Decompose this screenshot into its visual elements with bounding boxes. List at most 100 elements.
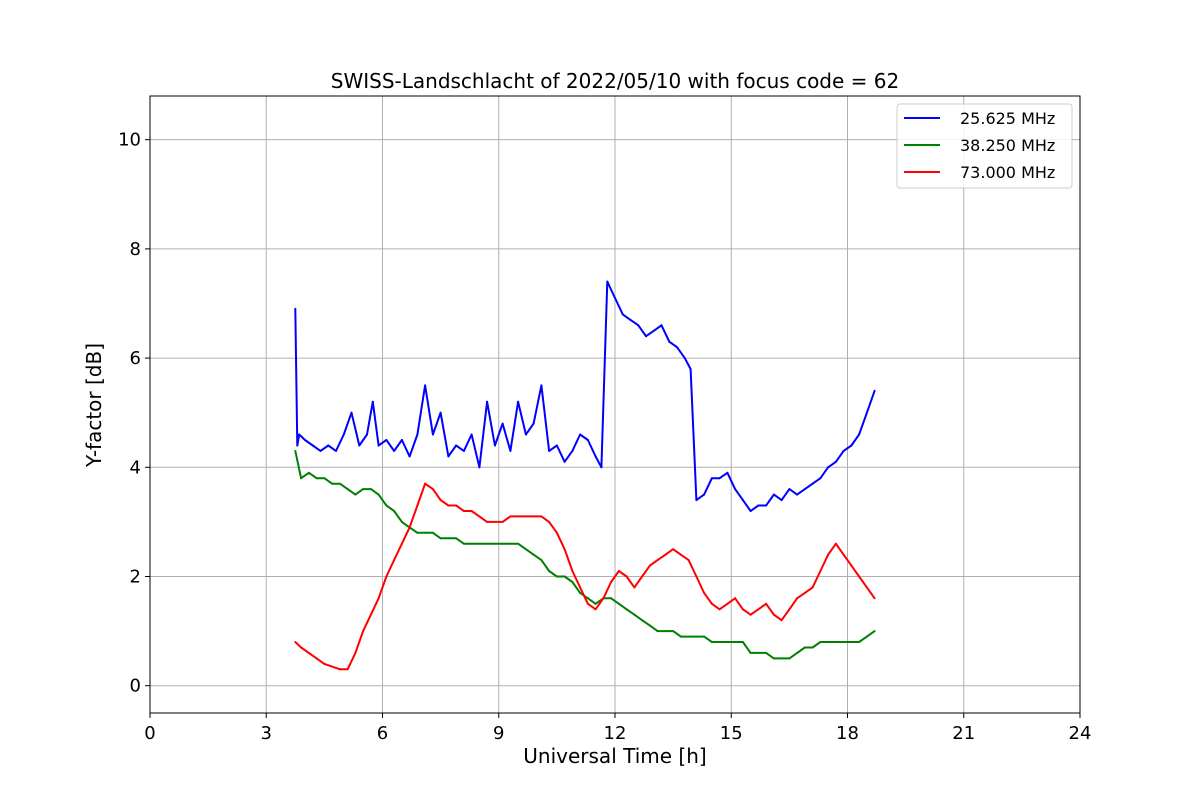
data-point-25-625-mhz [342, 433, 345, 436]
data-point-73-000-mhz [307, 651, 310, 654]
data-point-38-250-mhz [509, 542, 512, 545]
data-point-25-625-mhz [335, 449, 337, 452]
data-point-38-250-mhz [338, 482, 341, 485]
data-point-38-250-mhz [586, 597, 589, 600]
data-point-38-250-mhz [517, 542, 520, 545]
data-point-25-625-mhz [660, 324, 663, 327]
data-point-25-625-mhz [726, 471, 729, 474]
data-point-73-000-mhz [664, 553, 667, 556]
data-point-25-625-mhz [294, 307, 297, 310]
data-point-73-000-mhz [811, 586, 814, 589]
data-point-25-625-mhz [689, 368, 692, 370]
data-point-73-000-mhz [819, 570, 822, 572]
data-point-73-000-mhz [346, 668, 349, 671]
data-point-38-250-mhz [555, 575, 558, 578]
data-point-38-250-mhz [493, 542, 496, 545]
data-point-73-000-mhz [873, 597, 876, 600]
data-point-73-000-mhz [400, 542, 403, 545]
data-point-25-625-mhz [377, 444, 380, 447]
data-point-73-000-mhz [455, 504, 458, 507]
data-point-25-625-mhz [358, 444, 361, 447]
data-point-73-000-mhz [338, 668, 341, 671]
data-point-38-250-mhz [439, 537, 442, 540]
y-tick-label: 0 [130, 676, 141, 697]
data-point-73-000-mhz [493, 520, 496, 523]
data-point-73-000-mhz [749, 613, 752, 616]
data-point-25-625-mhz [532, 422, 535, 425]
data-point-38-250-mhz [300, 477, 303, 480]
data-point-25-625-mhz [780, 499, 783, 502]
data-point-38-250-mhz [462, 542, 465, 545]
data-point-73-000-mhz [765, 602, 768, 605]
data-point-25-625-mhz [614, 297, 616, 299]
data-point-38-250-mhz [858, 641, 861, 643]
data-point-25-625-mhz [734, 488, 737, 491]
data-point-25-625-mhz [416, 433, 419, 436]
y-tick-label: 2 [130, 566, 141, 587]
data-point-25-625-mhz [311, 444, 314, 447]
data-point-25-625-mhz [493, 444, 496, 447]
data-point-25-625-mhz [850, 444, 853, 447]
data-point-38-250-mhz [294, 449, 297, 452]
x-tick-label: 21 [952, 723, 975, 744]
data-point-73-000-mhz [548, 520, 551, 523]
data-point-38-250-mhz [687, 635, 690, 638]
data-point-73-000-mhz [439, 499, 442, 502]
data-point-73-000-mhz [369, 613, 372, 616]
data-point-25-625-mhz [400, 439, 403, 441]
data-point-73-000-mhz [362, 630, 365, 633]
data-point-38-250-mhz [695, 635, 698, 638]
data-point-25-625-mhz [842, 449, 845, 452]
data-point-25-625-mhz [621, 313, 624, 316]
x-tick-label: 9 [493, 723, 504, 744]
series-group [294, 280, 876, 671]
data-point-73-000-mhz [710, 602, 713, 605]
data-point-73-000-mhz [416, 504, 419, 507]
data-point-25-625-mhz [695, 499, 698, 502]
data-point-38-250-mhz [447, 537, 450, 540]
data-point-38-250-mhz [834, 641, 837, 643]
data-point-25-625-mhz [652, 329, 655, 332]
data-point-38-250-mhz [579, 591, 582, 594]
data-point-25-625-mhz [298, 433, 301, 436]
data-point-73-000-mhz [850, 564, 853, 567]
data-point-25-625-mhz [865, 411, 868, 414]
data-point-73-000-mhz [447, 504, 450, 507]
data-point-38-250-mhz [741, 641, 744, 643]
data-point-25-625-mhz [296, 444, 299, 447]
data-point-25-625-mhz [439, 411, 442, 414]
series-line-73-000-mhz [294, 482, 876, 671]
data-point-25-625-mhz [819, 477, 822, 480]
data-point-73-000-mhz [586, 602, 589, 605]
data-point-38-250-mhz [548, 570, 551, 572]
data-point-25-625-mhz [304, 439, 306, 441]
data-point-73-000-mhz [803, 591, 806, 594]
data-point-73-000-mhz [579, 586, 582, 589]
data-point-38-250-mhz [811, 646, 814, 649]
data-point-25-625-mhz [796, 493, 799, 496]
data-point-73-000-mhz [385, 575, 388, 578]
data-point-73-000-mhz [865, 586, 868, 589]
data-point-73-000-mhz [478, 515, 481, 518]
data-point-25-625-mhz [555, 444, 558, 447]
data-point-73-000-mhz [563, 548, 566, 551]
data-point-73-000-mhz [726, 602, 729, 605]
data-point-25-625-mhz [455, 444, 458, 447]
data-point-25-625-mhz [431, 433, 434, 436]
data-point-25-625-mhz [462, 449, 465, 452]
y-axis-label: Y-factor [dB] [82, 343, 106, 468]
data-point-38-250-mhz [641, 619, 644, 622]
data-point-38-250-mhz [315, 477, 318, 480]
data-point-25-625-mhz [478, 466, 481, 469]
data-point-25-625-mhz [524, 433, 527, 436]
data-point-25-625-mhz [586, 439, 589, 441]
data-point-25-625-mhz [710, 477, 713, 480]
data-point-38-250-mhz [679, 635, 682, 638]
data-point-25-625-mhz [486, 400, 489, 403]
data-point-25-625-mhz [718, 477, 721, 480]
data-point-73-000-mhz [834, 542, 837, 545]
y-tick-label: 8 [130, 239, 141, 260]
x-tick-label: 18 [836, 723, 859, 744]
x-tick-label: 15 [720, 723, 743, 744]
